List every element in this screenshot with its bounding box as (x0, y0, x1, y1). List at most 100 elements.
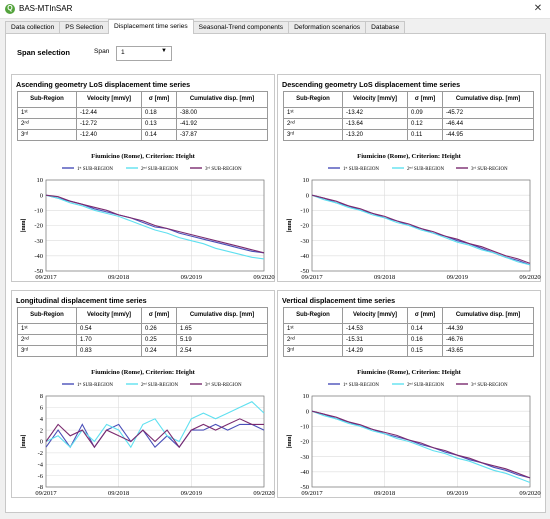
series-line-3 (45, 418, 264, 449)
table-row: 2ⁿᵈ -12.72 0.13 -41.92 (17, 118, 268, 130)
table-row: 3ʳᵈ -14.29 0.15 -43.65 (283, 345, 534, 357)
cell-sigma: 0.13 (141, 118, 178, 130)
y-tick-label: -30 (300, 238, 309, 245)
x-tick-label: 09/2018 (108, 274, 129, 281)
y-tick-label: 0 (306, 192, 309, 199)
cell-sigma: 0.14 (141, 129, 178, 141)
cell-sub-region: 2ⁿᵈ (17, 118, 77, 130)
cell-cumulative: -37.87 (176, 129, 268, 141)
table-row: 1ˢᵗ -13.42 0.09 -45.72 (283, 107, 534, 119)
y-tick-label: -8 (38, 484, 43, 491)
panel-vertical: Vertical displacement time series Sub-Re… (277, 290, 541, 498)
title-bar: Q BAS-MTInSAR ✕ (0, 0, 550, 19)
cell-sigma: 0.25 (141, 334, 178, 346)
panel-longitudinal: Longitudinal displacement time series Su… (11, 290, 275, 498)
series-line-1 (45, 423, 265, 449)
x-tick-label: 09/2018 (374, 490, 395, 497)
chart-title: Fiumicino (Rome), Criterion: Height (357, 369, 461, 376)
panel-title: Vertical displacement time series (282, 296, 396, 305)
stats-table: Sub-Region Velocity [mm/y] σ [mm] Cumula… (283, 91, 534, 141)
y-tick-label: -20 (300, 439, 309, 446)
cell-cumulative: 2.54 (176, 345, 268, 357)
span-label: Span (94, 48, 110, 55)
table-row: 2ⁿᵈ -13.64 0.12 -46.44 (283, 118, 534, 130)
plot-frame (45, 179, 265, 272)
stats-table: Sub-Region Velocity [mm/y] σ [mm] Cumula… (283, 307, 534, 357)
cell-sigma: 0.15 (407, 345, 444, 357)
table-row: 1ˢᵗ -14.53 0.14 -44.39 (283, 323, 534, 335)
series-line-3 (311, 410, 531, 479)
legend-label: 2ⁿᵈ SUB-REGION (407, 166, 445, 172)
cell-cumulative: -44.39 (442, 323, 534, 335)
tab-displacement-time-series[interactable]: Displacement time series (108, 19, 194, 34)
span-selection-title: Span selection (17, 48, 70, 57)
x-tick-label: 09/2020 (253, 274, 274, 281)
y-tick-label: -10 (300, 424, 309, 431)
x-tick-label: 09/2019 (447, 274, 468, 281)
header-sigma: σ [mm] (141, 91, 178, 108)
y-tick-label: -40 (34, 253, 43, 260)
close-button[interactable]: ✕ (533, 3, 543, 14)
cell-velocity: -14.53 (341, 323, 409, 335)
tab-database[interactable]: Database (365, 21, 406, 34)
cell-cumulative: 5.19 (176, 334, 268, 346)
cell-sigma: 0.14 (407, 323, 444, 335)
header-velocity: Velocity [mm/y] (341, 307, 409, 324)
cell-sigma: 0.24 (141, 345, 178, 357)
chart-descending: 1ˢᵗ SUB-REGION 2ⁿᵈ SUB-REGION 3ʳᵈ SUB-REGI… (287, 166, 541, 281)
chart-title: Fiumicino (Rome), Criterion: Height (91, 153, 195, 160)
y-tick-label: -20 (34, 223, 43, 230)
chart-longitudinal: 1ˢᵗ SUB-REGION 2ⁿᵈ SUB-REGION 3ʳᵈ SUB-REGI… (21, 382, 275, 497)
y-tick-label: 8 (40, 393, 43, 400)
y-tick-label: 6 (40, 405, 44, 412)
y-tick-label: 2 (40, 427, 43, 434)
cell-sigma: 0.11 (407, 129, 444, 141)
cell-cumulative: -44.95 (442, 129, 534, 141)
qgis-icon: Q (5, 4, 15, 14)
header-cumulative: Cumulative disp. [mm] (442, 307, 534, 324)
header-sub-region: Sub-Region (283, 307, 343, 324)
y-tick-label: -6 (38, 473, 44, 480)
stats-table: Sub-Region Velocity [mm/y] σ [mm] Cumula… (17, 91, 268, 141)
span-dropdown[interactable]: 1 ▼ (116, 46, 172, 61)
cell-sub-region: 1ˢᵗ (17, 323, 77, 335)
header-sub-region: Sub-Region (283, 91, 343, 108)
y-tick-label: 4 (40, 416, 44, 423)
legend-label: 3ʳᵈ SUB-REGION (205, 382, 242, 388)
app-title: BAS-MTInSAR (19, 4, 73, 13)
cell-sub-region: 3ʳᵈ (283, 345, 343, 357)
cell-sigma: 0.09 (407, 107, 444, 119)
y-axis-label: [mm] (21, 435, 27, 449)
legend-label: 1ˢᵗ SUB-REGION (77, 167, 113, 172)
x-tick-label: 09/2019 (181, 490, 202, 497)
series-line-1 (311, 410, 531, 479)
x-tick-label: 09/2018 (374, 274, 395, 281)
legend-label: 3ʳᵈ SUB-REGION (471, 166, 508, 172)
header-sigma: σ [mm] (407, 91, 444, 108)
y-tick-label: 0 (40, 439, 43, 446)
x-tick-label: 09/2019 (181, 274, 202, 281)
x-tick-label: 09/2020 (519, 274, 540, 281)
header-velocity: Velocity [mm/y] (75, 91, 143, 108)
panel-title: Ascending geometry LoS displacement time… (16, 80, 191, 89)
cell-sub-region: 3ʳᵈ (283, 129, 343, 141)
cell-velocity: -13.42 (341, 107, 409, 119)
table-row: 2ⁿᵈ -15.31 0.16 -46.76 (283, 334, 534, 346)
legend-label: 1ˢᵗ SUB-REGION (343, 383, 379, 388)
table-row: 3ʳᵈ -13.20 0.11 -44.95 (283, 129, 534, 141)
legend-label: 3ʳᵈ SUB-REGION (205, 166, 242, 172)
stats-table: Sub-Region Velocity [mm/y] σ [mm] Cumula… (17, 307, 268, 357)
table-header-row: Sub-Region Velocity [mm/y] σ [mm] Cumula… (283, 307, 534, 324)
y-tick-label: -20 (300, 223, 309, 230)
header-cumulative: Cumulative disp. [mm] (442, 91, 534, 108)
series-line-2 (311, 194, 531, 266)
cell-sub-region: 1ˢᵗ (283, 107, 343, 119)
y-tick-label: -30 (300, 454, 309, 461)
series-line-3 (311, 194, 531, 264)
y-tick-label: -30 (34, 238, 43, 245)
tab-content: Span selection Span 1 ▼ Ascending geomet… (5, 33, 546, 513)
cell-velocity: -13.20 (341, 129, 409, 141)
x-tick-label: 09/2020 (253, 490, 274, 497)
x-tick-label: 09/2017 (35, 490, 57, 497)
chart-title: Fiumicino (Rome), Criterion: Height (91, 369, 195, 376)
